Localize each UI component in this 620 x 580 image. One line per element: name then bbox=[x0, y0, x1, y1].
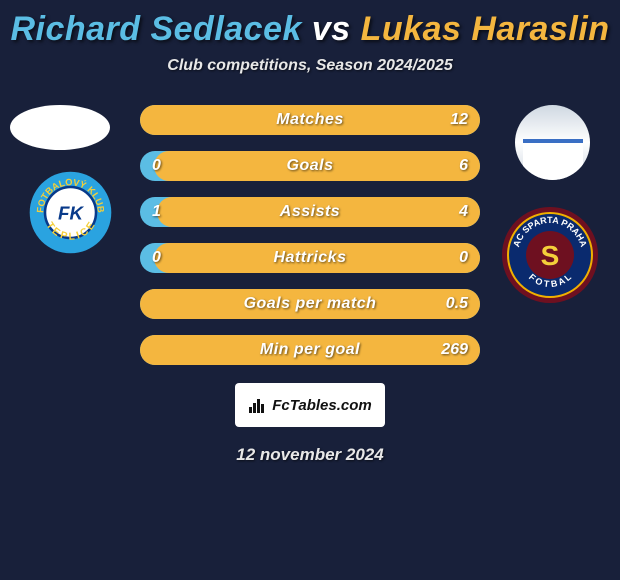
vs-text: vs bbox=[312, 10, 351, 48]
stat-label: Hattricks bbox=[140, 249, 480, 267]
stat-row: 0Hattricks0 bbox=[140, 243, 480, 273]
sparta-badge-icon: AC SPARTA PRAHA F O T B A L S bbox=[500, 205, 600, 305]
stat-row: Goals per match0.5 bbox=[140, 289, 480, 319]
stat-row: 1Assists4 bbox=[140, 197, 480, 227]
player-a-name: Richard Sedlacek bbox=[10, 10, 301, 48]
stat-label: Goals per match bbox=[140, 295, 480, 313]
stat-right-value: 4 bbox=[459, 203, 468, 221]
stat-label: Min per goal bbox=[140, 341, 480, 359]
player-b-name: Lukas Haraslin bbox=[361, 10, 610, 48]
stat-right-value: 0 bbox=[459, 249, 468, 267]
footer-date: 12 november 2024 bbox=[0, 445, 620, 465]
brand-text: FcTables.com bbox=[272, 397, 371, 414]
stat-label: Assists bbox=[140, 203, 480, 221]
teplice-badge-icon: FOTBALOVÝ KLUB T E P L I C E FK bbox=[28, 170, 113, 255]
stat-right-value: 0.5 bbox=[446, 295, 468, 313]
svg-text:FK: FK bbox=[58, 202, 84, 223]
stat-row: Matches12 bbox=[140, 105, 480, 135]
stat-row: 0Goals6 bbox=[140, 151, 480, 181]
brand-badge: FcTables.com bbox=[235, 383, 385, 427]
stat-label: Goals bbox=[140, 157, 480, 175]
chart-container: FOTBALOVÝ KLUB T E P L I C E FK AC SPART… bbox=[0, 105, 620, 365]
player-b-club-badge: AC SPARTA PRAHA F O T B A L S bbox=[500, 205, 600, 305]
stat-bars: Matches120Goals61Assists40Hattricks0Goal… bbox=[140, 105, 480, 365]
player-a-club-badge: FOTBALOVÝ KLUB T E P L I C E FK bbox=[28, 170, 113, 255]
stat-label: Matches bbox=[140, 111, 480, 129]
bars-icon bbox=[248, 395, 268, 415]
stat-row: Min per goal269 bbox=[140, 335, 480, 365]
svg-text:S: S bbox=[541, 240, 560, 271]
stat-right-value: 269 bbox=[441, 341, 468, 359]
comparison-title: Richard Sedlacek vs Lukas Haraslin bbox=[0, 0, 620, 49]
stat-right-value: 6 bbox=[459, 157, 468, 175]
player-a-portrait bbox=[10, 105, 110, 150]
stat-right-value: 12 bbox=[450, 111, 468, 129]
player-b-portrait bbox=[515, 105, 590, 180]
subtitle: Club competitions, Season 2024/2025 bbox=[0, 57, 620, 75]
